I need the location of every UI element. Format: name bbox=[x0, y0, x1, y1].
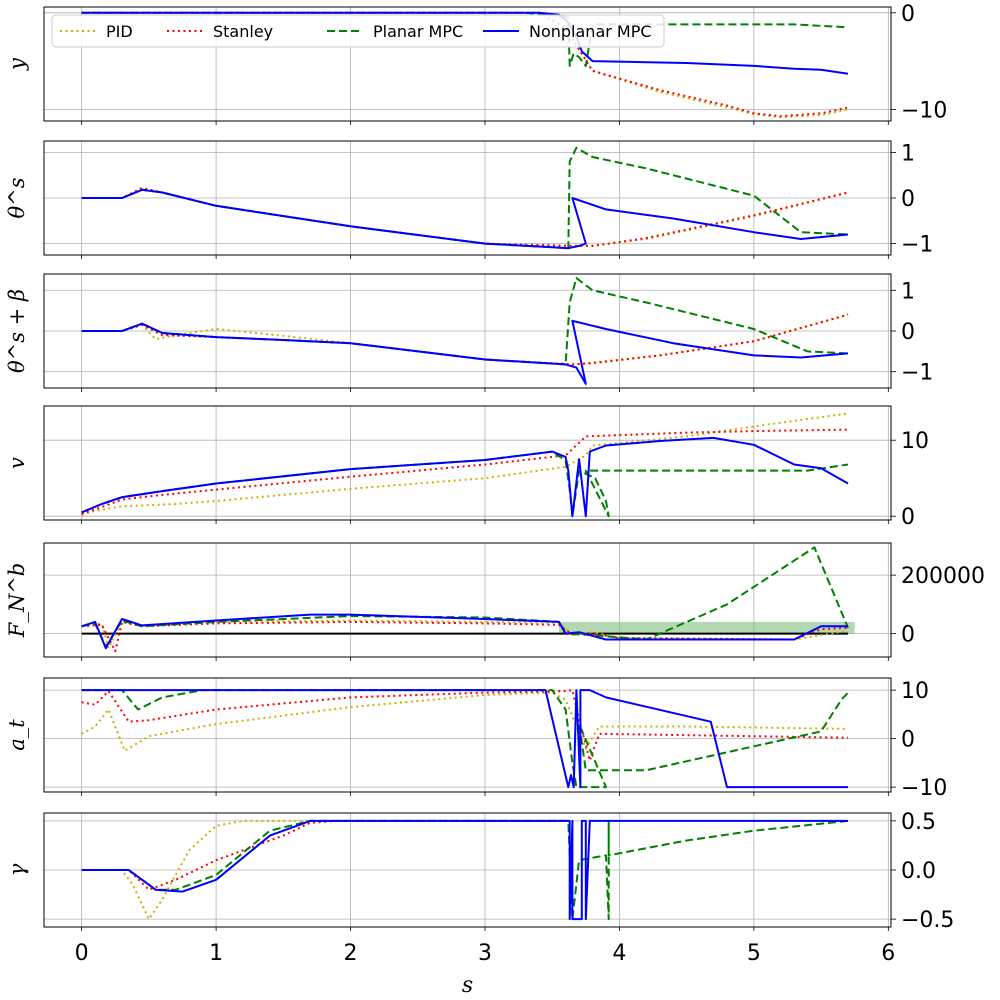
y-tick-label: 200000 bbox=[901, 564, 985, 589]
y-axis-label: θ^s bbox=[5, 177, 29, 218]
y-tick-label: −0.5 bbox=[901, 908, 954, 933]
legend-label-planar-mpc: Planar MPC bbox=[373, 22, 463, 41]
series-line-nonplanar-mpc bbox=[81, 689, 848, 789]
panel-frame bbox=[43, 542, 892, 658]
y-tick-label: −10 bbox=[901, 776, 947, 801]
series-line-pid bbox=[81, 412, 849, 516]
series-line-planar-mpc bbox=[81, 689, 849, 789]
series-line-stanley bbox=[81, 187, 849, 247]
series-line-nonplanar-mpc bbox=[81, 11, 849, 75]
y-axis-label: v bbox=[5, 457, 29, 469]
y-axis-label: a_t bbox=[5, 719, 29, 751]
y-axis-label: γ bbox=[5, 863, 29, 876]
y-tick-label: 10 bbox=[901, 679, 929, 704]
y-tick-label: 1 bbox=[901, 279, 915, 304]
y-tick-label: 0 bbox=[901, 505, 915, 530]
panel-5: 200000 0 F_N^b bbox=[5, 542, 985, 661]
panel-3: 1 0 −1 θ^s + β bbox=[5, 273, 933, 392]
x-tick-label: 5 bbox=[747, 941, 761, 966]
series-line-nonplanar-mpc bbox=[81, 188, 849, 250]
y-tick-label: 1 bbox=[901, 141, 915, 166]
series-line-planar-mpc bbox=[81, 11, 849, 67]
y-tick-label: −1 bbox=[901, 233, 933, 258]
panel-frame bbox=[43, 273, 892, 389]
y-tick-label: −10 bbox=[901, 98, 947, 123]
series-line-stanley bbox=[81, 313, 849, 366]
y-tick-label: 0.5 bbox=[901, 810, 936, 835]
series-line-pid bbox=[81, 187, 849, 247]
legend-label-stanley: Stanley bbox=[213, 22, 273, 41]
y-tick-label: 0 bbox=[901, 623, 915, 648]
panel-4: 10 0 v bbox=[5, 405, 929, 530]
panel-frame bbox=[43, 677, 892, 793]
series-line-stanley bbox=[81, 428, 849, 515]
series-line-stanley bbox=[81, 819, 566, 891]
x-tick-label: 1 bbox=[209, 941, 223, 966]
panel-2: 1 0 −1 θ^s bbox=[5, 140, 933, 259]
x-tick-label: 6 bbox=[881, 941, 895, 966]
y-tick-label: 0.0 bbox=[901, 859, 936, 884]
panel-1: 0 −10 y bbox=[5, 2, 947, 125]
panel-7: 0.5 0.0 −0.5 γ bbox=[5, 810, 954, 933]
x-tick-label: 2 bbox=[344, 941, 358, 966]
y-tick-label: 0 bbox=[901, 187, 915, 212]
panel-frame bbox=[43, 140, 892, 256]
y-axis-label: F_N^b bbox=[5, 563, 29, 638]
x-tick-label: 4 bbox=[612, 941, 626, 966]
y-tick-label: 10 bbox=[901, 429, 929, 454]
series-line-pid bbox=[81, 691, 849, 752]
y-tick-label: 0 bbox=[901, 2, 915, 27]
x-tick-label: 3 bbox=[478, 941, 492, 966]
y-tick-label: −1 bbox=[901, 361, 933, 386]
series-line-stanley bbox=[81, 689, 849, 762]
series-line-nonplanar-mpc bbox=[81, 613, 848, 650]
panel-frame bbox=[43, 405, 892, 521]
series-line-nonplanar-mpc bbox=[81, 436, 849, 518]
legend-label-nonplanar-mpc: Nonplanar MPC bbox=[529, 22, 652, 41]
x-tick-label: 0 bbox=[75, 941, 89, 966]
series-line-nonplanar-mpc bbox=[81, 319, 849, 385]
y-tick-label: 0 bbox=[901, 320, 915, 345]
panel-frame bbox=[43, 812, 892, 928]
series-line-pid bbox=[81, 11, 849, 119]
series-line-pid bbox=[81, 619, 849, 650]
panel-6: 10 0 −10 a_t bbox=[5, 677, 947, 801]
panel-frame bbox=[43, 6, 892, 122]
series-line-nonplanar-mpc bbox=[81, 819, 848, 921]
constraint-band bbox=[558, 621, 855, 634]
series-line-pid bbox=[81, 819, 566, 921]
legend-label-pid: PID bbox=[106, 22, 133, 41]
y-axis-label: y bbox=[5, 57, 29, 71]
y-axis-label: θ^s + β bbox=[5, 289, 29, 373]
x-axis-label: s bbox=[462, 973, 473, 998]
legend: PID Stanley Planar MPC Nonplanar MPC bbox=[51, 14, 665, 48]
y-tick-label: 0 bbox=[901, 728, 915, 753]
